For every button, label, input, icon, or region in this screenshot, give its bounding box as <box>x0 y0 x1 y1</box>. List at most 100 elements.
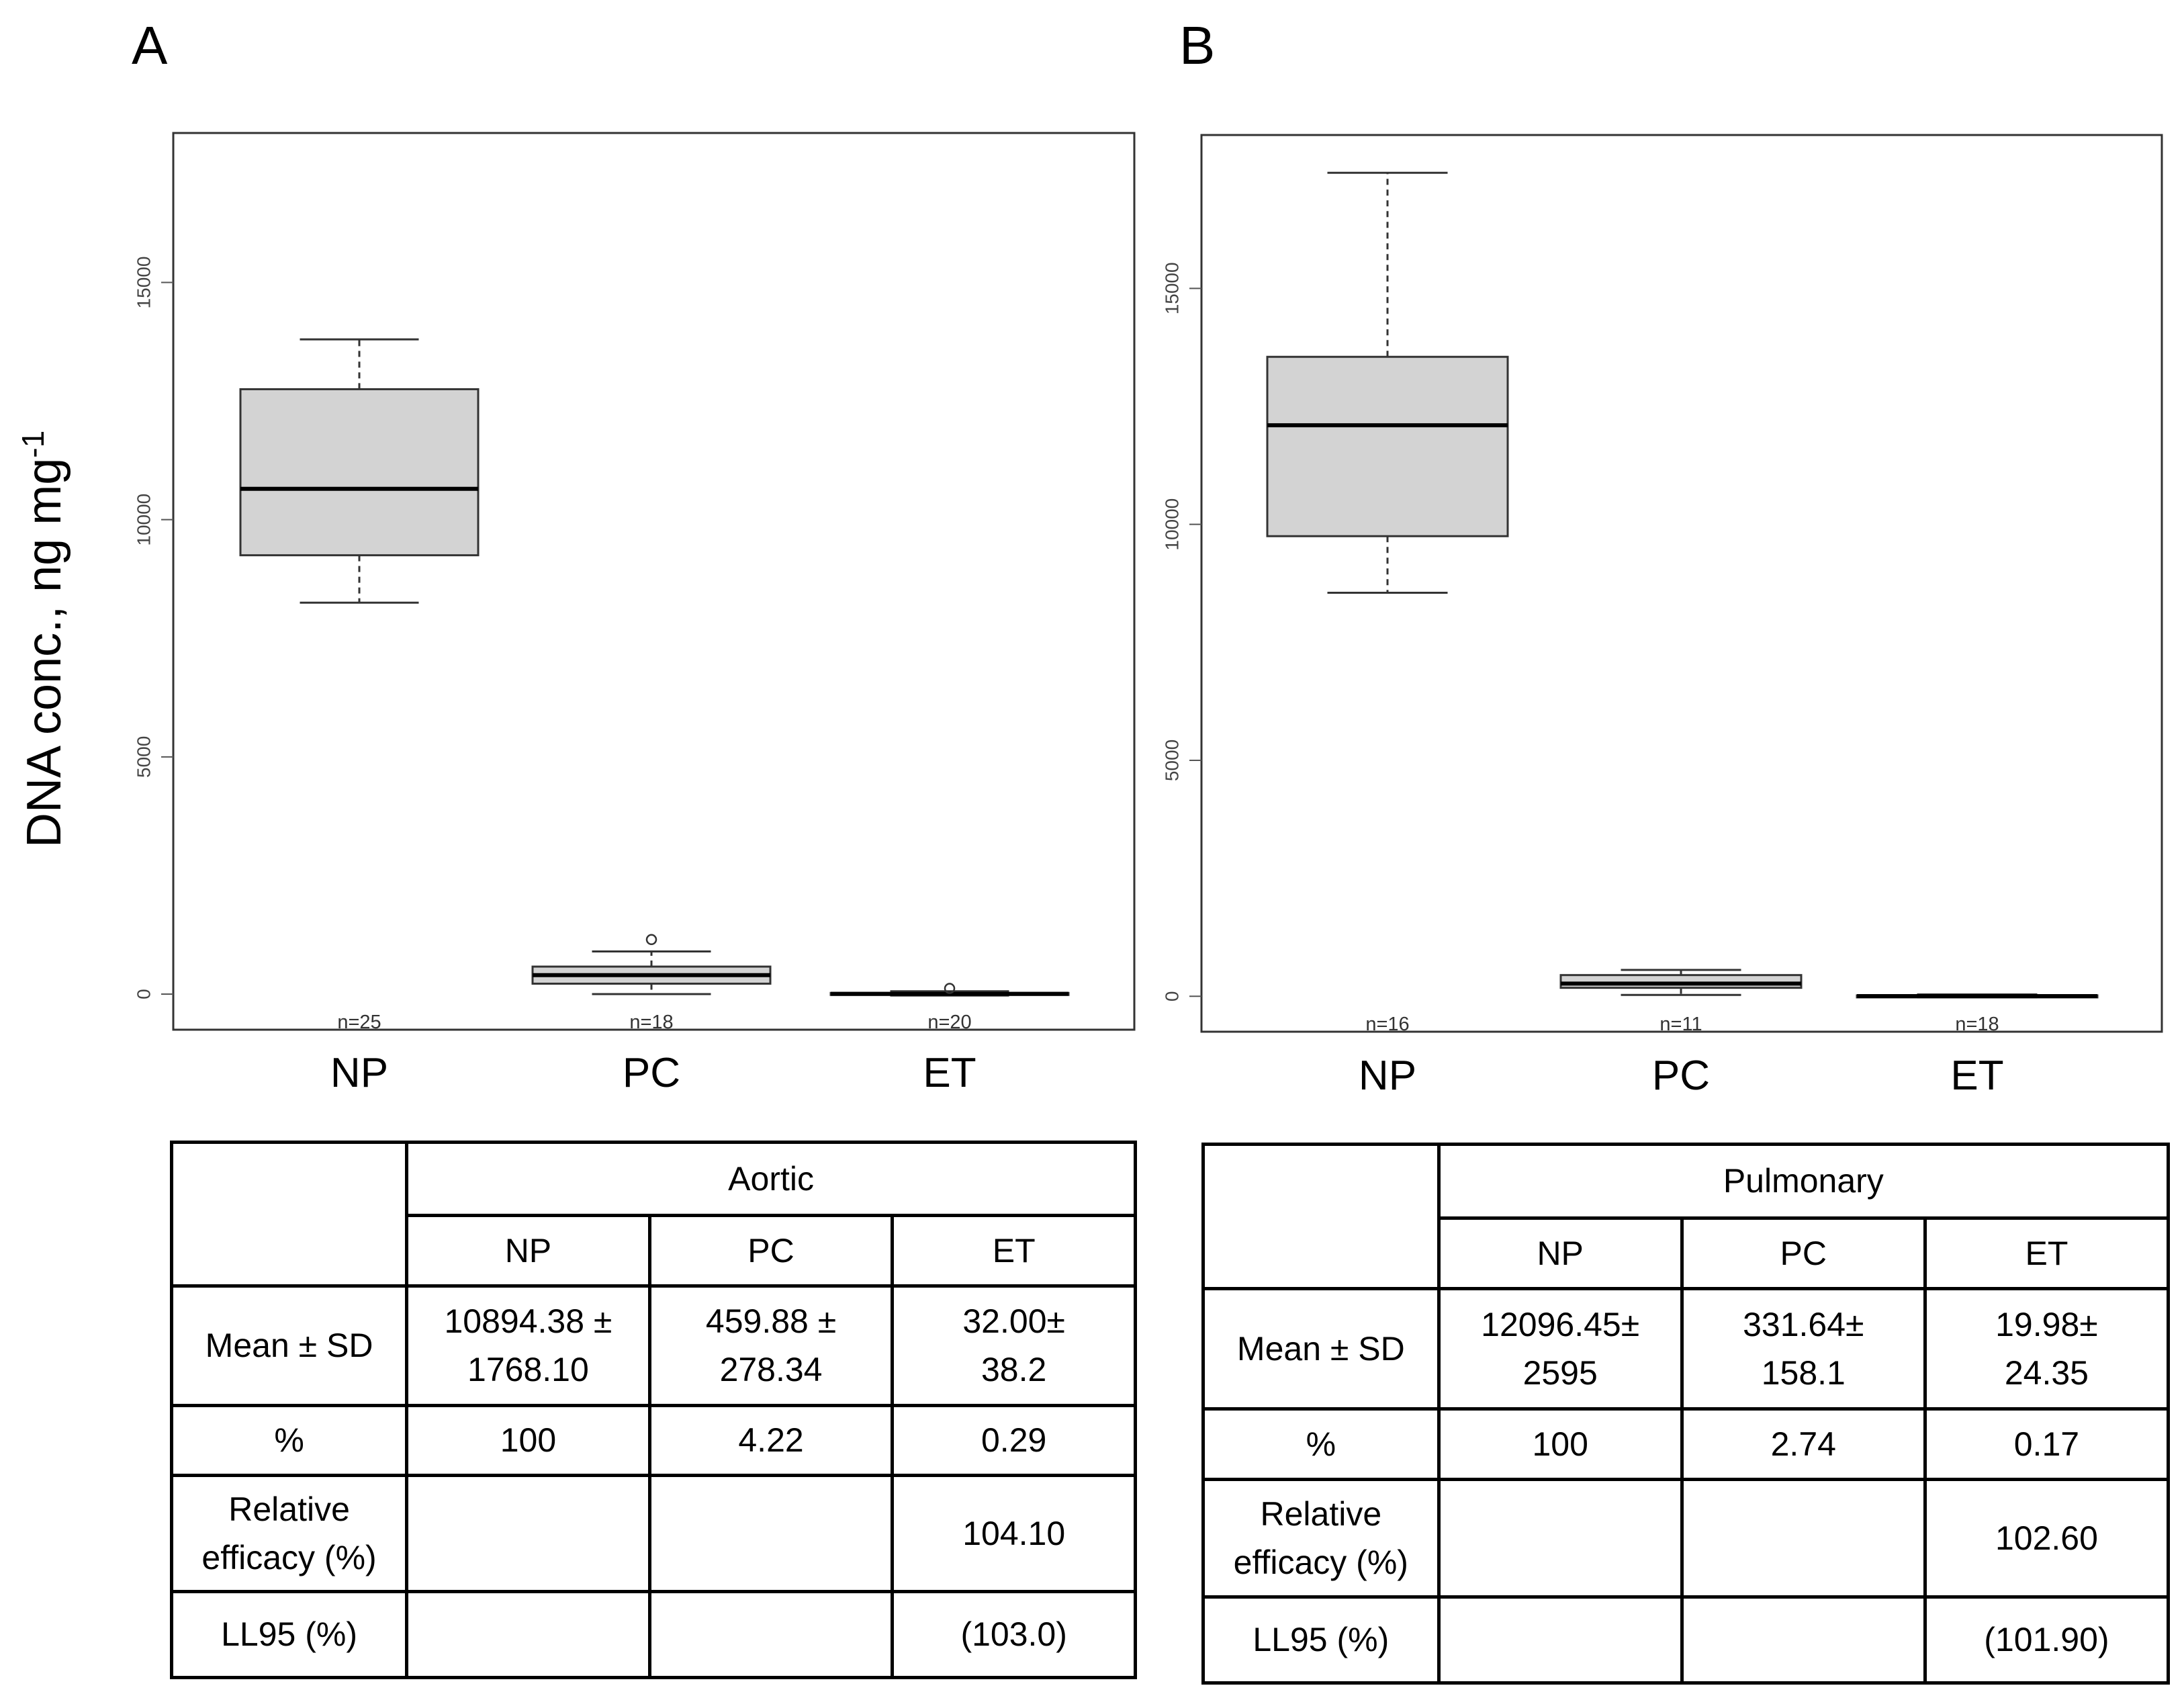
boxplot-pulmonary: 0 5000 10000 15000 n=16 NP n=11 PC n=18 ET <box>1162 134 2163 1099</box>
x-category-label: ET <box>1950 1053 2003 1099</box>
cell-value-line: 2595 <box>1522 1354 1598 1392</box>
row-label-line: Relative <box>1260 1495 1382 1533</box>
cell-value-line: 19.98± <box>1995 1305 2098 1343</box>
y-tick-label: 0 <box>134 989 154 999</box>
table-cell: 4.22 <box>647 1403 895 1478</box>
table-row: Mean ± SD 10894.38 ± 1768.10 459.88 ± 278.34… <box>169 1284 1137 1407</box>
sample-count-label: n=18 <box>1955 1014 1999 1035</box>
table-column-header: PC <box>1680 1216 1927 1291</box>
table-cell: 459.88 ± 278.34 <box>647 1284 895 1407</box>
table-corner-cell <box>1201 1142 1441 1291</box>
table-column-header: ET <box>891 1214 1137 1288</box>
x-category-label: ET <box>923 1050 976 1096</box>
plot-frame <box>1200 134 2163 1033</box>
x-category-label: NP <box>1359 1053 1416 1099</box>
table-column-header: NP <box>1437 1216 1684 1291</box>
y-tick-label: 10000 <box>134 494 154 546</box>
cell-value-line: 38.2 <box>981 1351 1047 1389</box>
x-category-label: PC <box>1652 1053 1710 1099</box>
box-iqr <box>239 388 480 557</box>
cell-value-line: 4.22 <box>738 1421 804 1460</box>
table-cell <box>405 1590 651 1679</box>
box-iqr <box>1559 974 1803 989</box>
sample-count-label: n=25 <box>337 1012 381 1033</box>
stats-table-pulmonary: Pulmonary NP PC ET Mean ± SD 12096.45± 2595 331… <box>1201 1142 2171 1685</box>
table-cell <box>405 1474 651 1594</box>
table-row: % 100 4.22 0.29 <box>169 1403 1137 1478</box>
y-tick-label: 5000 <box>134 736 154 778</box>
cell-value-line: 24.35 <box>2004 1354 2089 1392</box>
table-cell <box>1680 1595 1927 1685</box>
table-cell: 100 <box>1437 1407 1684 1482</box>
table-row-label: Relative efficacy (%) <box>169 1474 409 1594</box>
cell-value-line: 331.64± <box>1743 1305 1864 1343</box>
table-cell <box>1437 1595 1684 1685</box>
boxplot-aortic: 0 5000 10000 15000 n=25 NP n=18 PC n=20 ET <box>134 132 1136 1096</box>
table-cell: 12096.45± 2595 <box>1437 1287 1684 1411</box>
table-cell: 2.74 <box>1680 1407 1927 1482</box>
table-header-row: Pulmonary <box>1201 1142 2171 1291</box>
sample-count-label: n=18 <box>629 1012 673 1033</box>
panel-label-a: A <box>132 15 168 75</box>
cell-value-line: 12096.45± <box>1481 1305 1640 1343</box>
table-column-row: NP PC ET <box>1203 1216 2171 1291</box>
cell-value-line: 0.17 <box>2013 1425 2080 1464</box>
cell-value-line: 104.10 <box>962 1515 1066 1553</box>
table-cell: 102.60 <box>1923 1478 2171 1599</box>
table-cell: (103.0) <box>891 1590 1137 1679</box>
table-cell <box>1437 1478 1684 1599</box>
cell-value-line: 2.74 <box>1770 1425 1836 1464</box>
plot-frame <box>172 132 1136 1031</box>
table-row: LL95 (%) (101.90) <box>1201 1595 2171 1685</box>
table-cell: (101.90) <box>1923 1595 2171 1685</box>
y-tick-label: 0 <box>1162 991 1183 1002</box>
table-column-row: NP PC ET <box>172 1214 1137 1288</box>
cell-value-line: 10894.38 ± <box>444 1302 612 1340</box>
panel-label-b: B <box>1179 15 1216 75</box>
table-row: Relative efficacy (%) 104.10 <box>169 1474 1137 1594</box>
table-row-label: LL95 (%) <box>1201 1595 1441 1685</box>
table-cell: 0.17 <box>1923 1407 2171 1482</box>
cell-value-line: 0.29 <box>981 1421 1047 1460</box>
table-header-row: Aortic <box>169 1140 1137 1288</box>
stats-table-aortic: Aortic NP PC ET Mean ± SD 10894.38 ±1768.10 45… <box>169 1140 1137 1679</box>
table-row-label: LL95 (%) <box>169 1590 409 1679</box>
x-category-label: NP <box>330 1050 388 1096</box>
table-corner-cell <box>169 1140 409 1288</box>
x-category-label: PC <box>623 1050 680 1096</box>
table-row: Relative efficacy (%) 102.60 <box>1201 1478 2171 1599</box>
table-cell: 10894.38 ± 1768.10 <box>405 1284 651 1407</box>
cell-value-line: 100 <box>500 1421 557 1460</box>
table-cell: 100 <box>405 1403 651 1478</box>
table-row: % 100 2.74 0.17 <box>1201 1407 2171 1482</box>
table-row: Mean ± SD 12096.45± 2595 331.64± 158.1 19.98±… <box>1201 1287 2171 1411</box>
cell-value-line: (103.0) <box>960 1615 1067 1654</box>
row-label-line: efficacy (%) <box>1233 1544 1408 1582</box>
table-row-label: Mean ± SD <box>1201 1287 1441 1411</box>
outlier-point <box>645 934 657 946</box>
y-tick-label: 15000 <box>1162 262 1183 314</box>
table-cell: 104.10 <box>891 1474 1137 1594</box>
table-cell: 0.29 <box>891 1403 1137 1478</box>
table-cell: 331.64± 158.1 <box>1680 1287 1927 1411</box>
row-label-line: efficacy (%) <box>201 1539 377 1577</box>
cell-value-line: 102.60 <box>1995 1519 2098 1557</box>
table-cell: 19.98± 24.35 <box>1923 1287 2171 1411</box>
y-tick-label: 10000 <box>1162 498 1183 551</box>
cell-value-line: 278.34 <box>719 1351 823 1389</box>
cell-value-line: 32.00± <box>962 1302 1065 1340</box>
sample-count-label: n=20 <box>927 1012 971 1033</box>
table-cell: 32.00± 38.2 <box>891 1284 1137 1407</box>
table-column-header: PC <box>647 1214 895 1288</box>
y-tick-label: 15000 <box>134 257 154 309</box>
table-row-label: % <box>1201 1407 1441 1482</box>
row-label-line: Relative <box>228 1490 350 1528</box>
table-column-header: NP <box>405 1214 651 1288</box>
cell-value-line: (101.90) <box>1984 1621 2109 1659</box>
table-row-label: % <box>169 1403 409 1478</box>
box-iqr <box>1266 355 1509 537</box>
cell-value-line: 158.1 <box>1761 1354 1846 1392</box>
table-column-header: ET <box>1923 1216 2171 1291</box>
cell-value-line: 1768.10 <box>467 1351 589 1389</box>
table-row: LL95 (%) (103.0) <box>169 1590 1137 1679</box>
